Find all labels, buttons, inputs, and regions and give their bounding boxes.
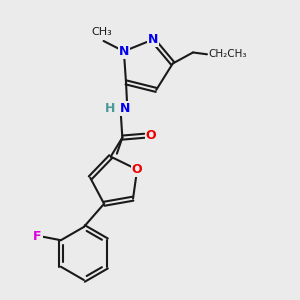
Text: N: N <box>148 33 158 46</box>
Text: CH₂CH₃: CH₂CH₃ <box>209 49 247 59</box>
Text: O: O <box>132 163 142 176</box>
Text: H: H <box>105 102 116 116</box>
Text: CH₃: CH₃ <box>92 27 112 37</box>
Text: O: O <box>146 129 156 142</box>
Text: N: N <box>120 102 130 116</box>
Text: N: N <box>119 45 129 58</box>
Text: F: F <box>33 230 42 243</box>
